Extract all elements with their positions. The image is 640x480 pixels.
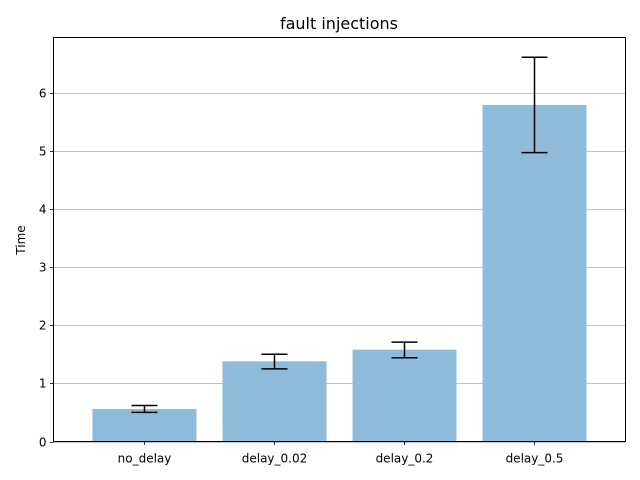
- bar: [352, 349, 457, 442]
- plot-frame: [53, 37, 626, 442]
- error-bars: [131, 56, 548, 414]
- x-axis: no_delay delay_0.02 delay_0.2 delay_0.5: [118, 441, 564, 466]
- y-tick-label: 3: [39, 261, 47, 275]
- x-tick-label: delay_0.5: [506, 452, 564, 466]
- bar: [482, 104, 587, 442]
- y-tick-label: 4: [39, 203, 47, 217]
- y-tick-label: 1: [39, 377, 47, 391]
- y-axis-label: Time: [14, 225, 28, 255]
- y-tick-label: 6: [39, 87, 47, 101]
- x-tick-label: delay_0.2: [376, 452, 434, 466]
- y-tick-label: 2: [39, 319, 47, 333]
- y-axis: 0 1 2 3 4 5 6: [39, 87, 54, 450]
- x-tick-label: no_delay: [118, 452, 172, 466]
- y-tick-label: 0: [39, 436, 47, 450]
- y-gridlines: [53, 93, 626, 443]
- y-tick-label: 5: [39, 145, 47, 159]
- bars: [92, 104, 587, 442]
- chart-title: fault injections: [280, 14, 398, 33]
- bar: [92, 408, 197, 442]
- bar: [222, 361, 327, 442]
- x-tick-label: delay_0.02: [242, 452, 308, 466]
